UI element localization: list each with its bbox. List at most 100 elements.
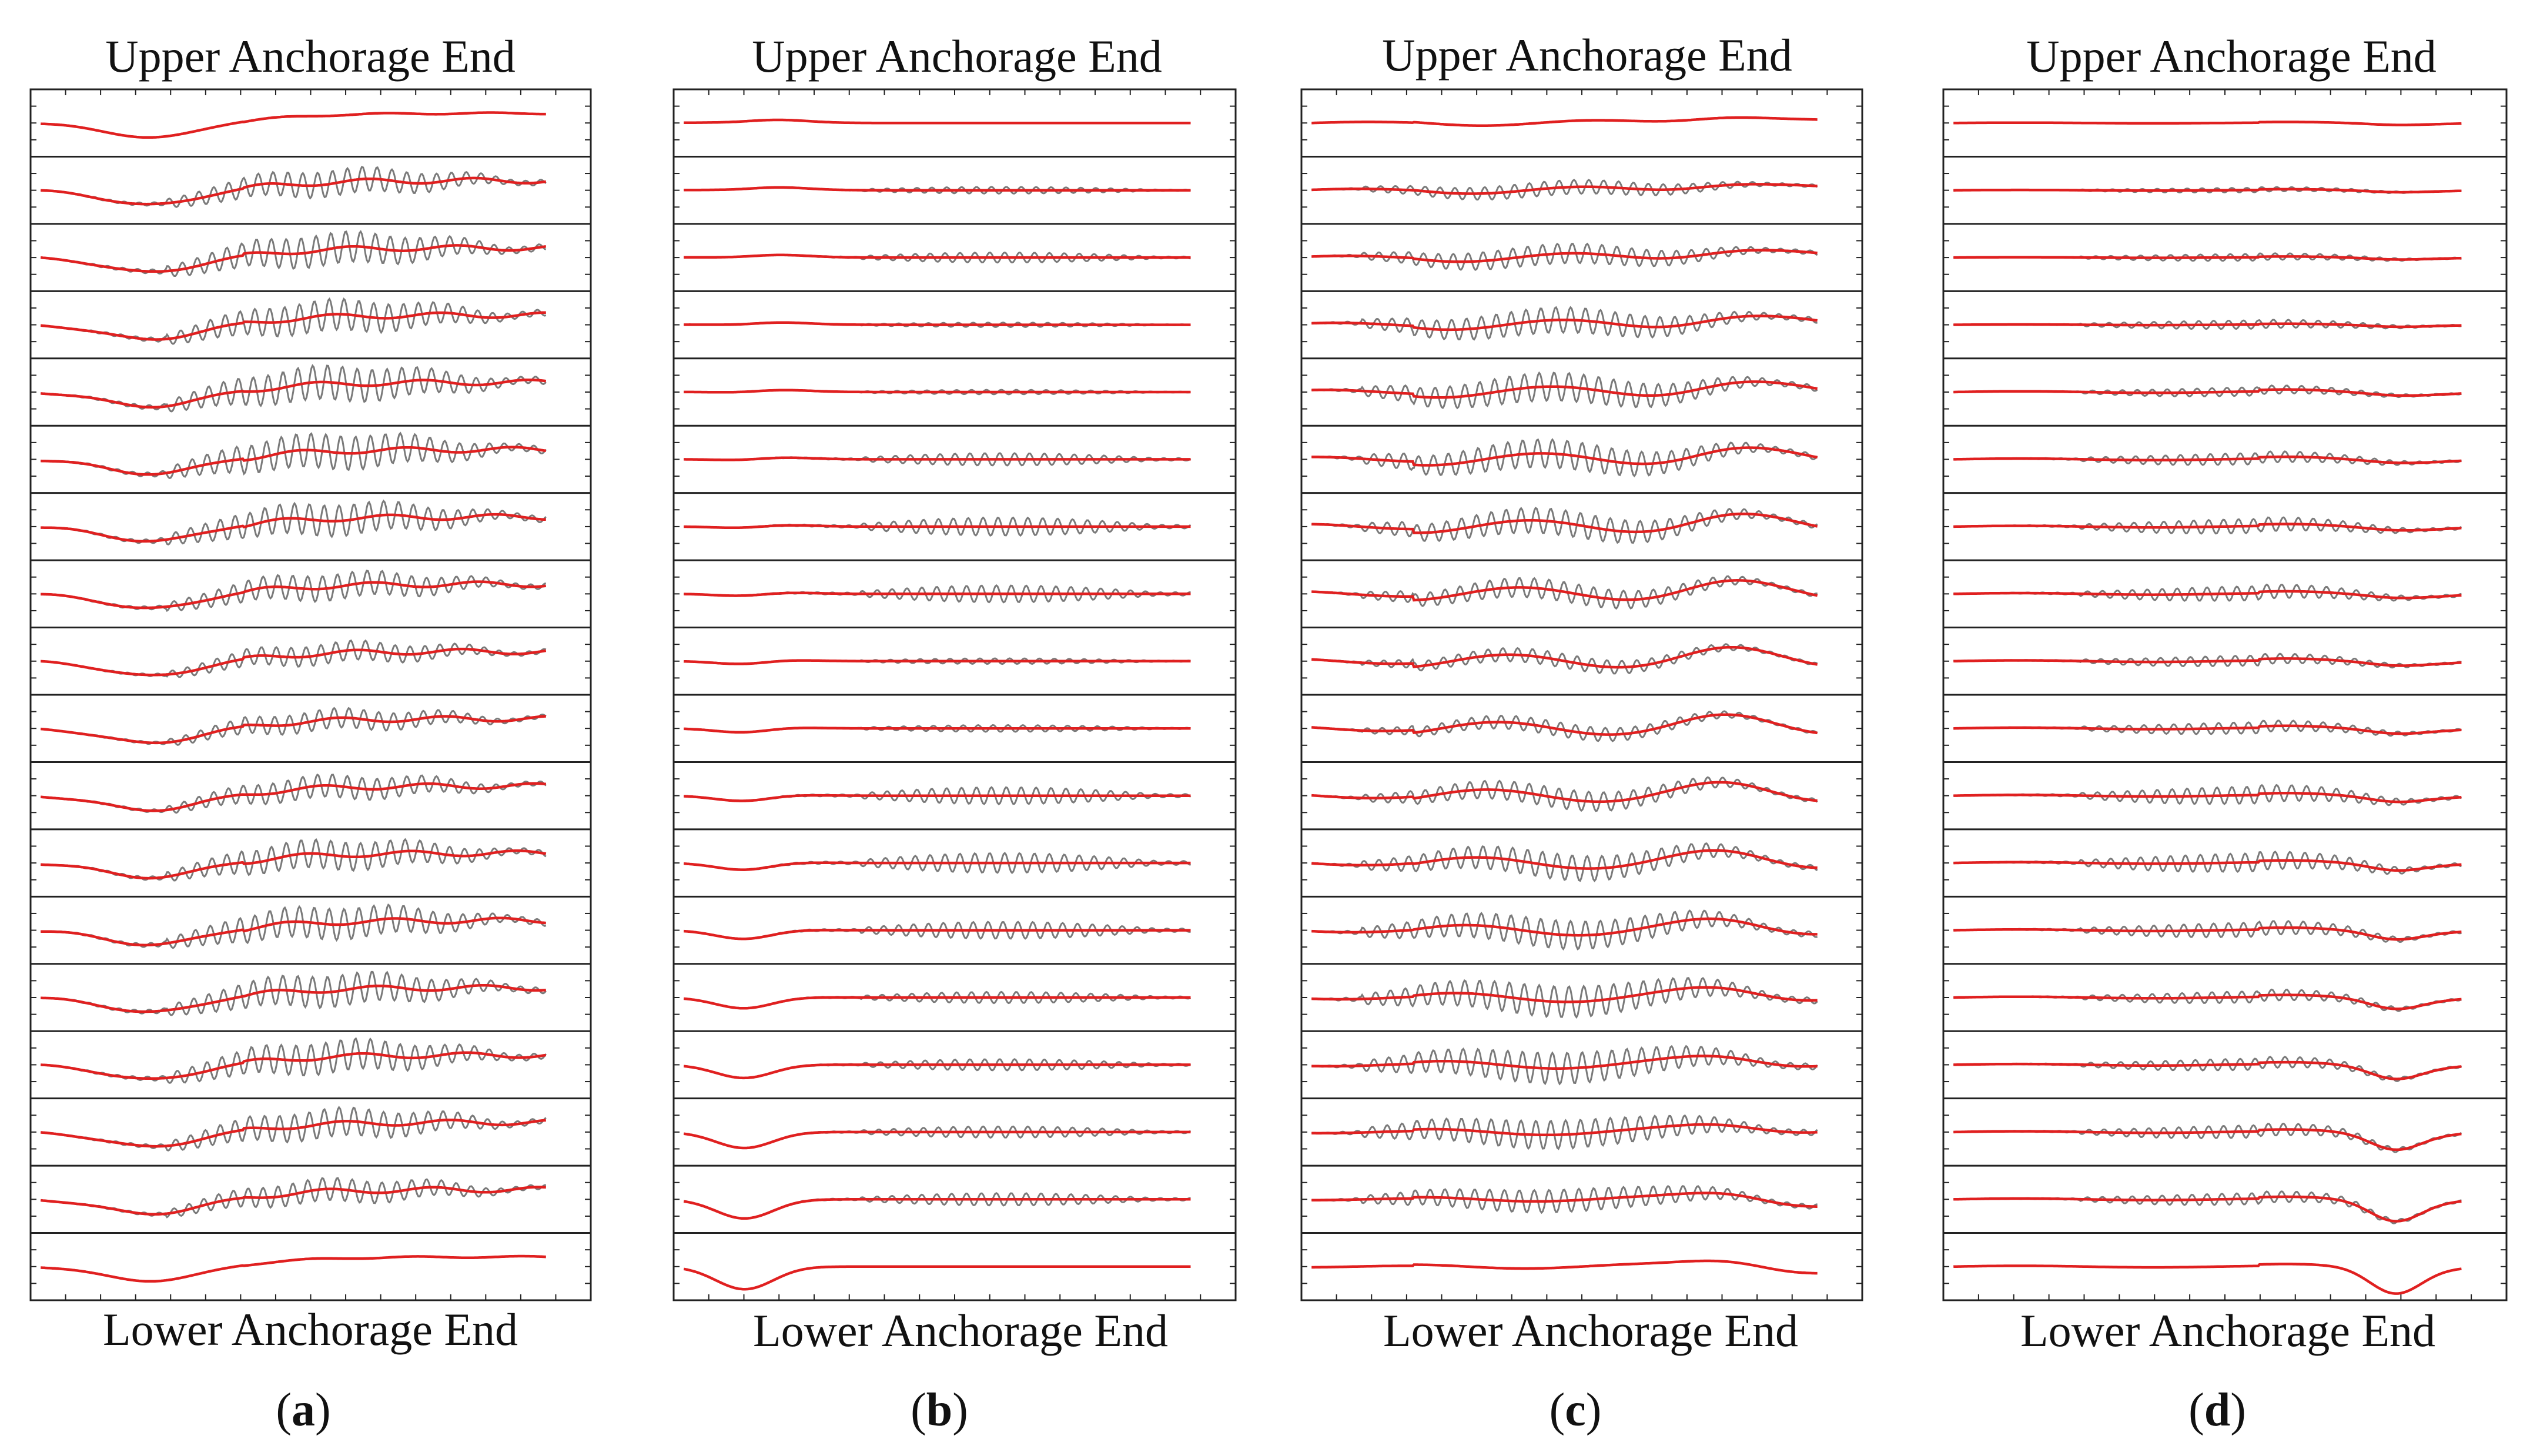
panel-d-label: (d) — [2188, 1384, 2246, 1436]
raw-signal-line — [1311, 371, 1818, 410]
panel-b-bottom-label: Lower Anchorage End — [753, 1305, 1168, 1356]
panel-c-letter: c — [1565, 1384, 1586, 1436]
filtered-signal-line — [684, 929, 1191, 940]
filtered-signal-line — [1953, 255, 2462, 261]
raw-signal-line — [41, 1037, 547, 1084]
filtered-signal-line — [1311, 781, 1818, 804]
panel-b-plot — [672, 88, 1237, 1301]
filtered-signal-line — [684, 186, 1191, 192]
raw-signal-line — [1311, 1184, 1818, 1214]
filtered-signal-line — [41, 983, 547, 1013]
panel-a-letter: a — [292, 1384, 315, 1436]
panel-c-bottom-label: Lower Anchorage End — [1383, 1305, 1798, 1356]
raw-signal-line — [1311, 1045, 1818, 1086]
filtered-signal-line — [1953, 792, 2462, 804]
filtered-signal-line — [1311, 986, 1818, 1003]
filtered-signal-line — [1953, 322, 2462, 329]
filtered-signal-line — [684, 253, 1191, 259]
raw-signal-line — [1311, 842, 1818, 882]
filtered-signal-line — [1953, 1128, 2462, 1152]
filtered-signal-line — [41, 849, 547, 880]
filtered-signal-line — [1953, 1263, 2462, 1295]
filtered-signal-line — [1953, 388, 2462, 397]
panel-c-label: (c) — [1550, 1384, 1602, 1436]
filtered-signal-line — [1953, 523, 2462, 532]
filtered-signal-line — [683, 1265, 1191, 1291]
filtered-signal-line — [1953, 1060, 2462, 1080]
filtered-signal-line — [684, 861, 1191, 871]
filtered-signal-line — [1311, 849, 1818, 870]
filtered-signal-line — [1953, 1195, 2462, 1223]
filtered-signal-line — [41, 580, 547, 610]
filtered-signal-line — [1311, 314, 1818, 332]
filtered-signal-line — [1953, 993, 2462, 1010]
filtered-signal-line — [41, 1254, 546, 1283]
filtered-signal-line — [41, 513, 546, 543]
filtered-signal-line — [683, 996, 1191, 1010]
filtered-signal-line — [683, 1198, 1191, 1220]
filtered-signal-line — [41, 244, 547, 273]
filtered-signal-line — [684, 727, 1191, 734]
filtered-signal-line — [684, 321, 1191, 326]
filtered-signal-line — [1311, 183, 1818, 195]
panel-a-bottom-label: Lower Anchorage End — [103, 1304, 518, 1355]
raw-signal-line — [1311, 242, 1818, 272]
raw-signal-line — [1311, 438, 1818, 478]
filtered-signal-line — [1311, 1191, 1818, 1208]
filtered-signal-line — [1311, 1259, 1818, 1275]
panel-b: Upper Anchorage End Lower Anchorage End … — [672, 31, 1237, 1436]
panel-a-plot — [29, 88, 592, 1301]
panel-c: Upper Anchorage End Lower Anchorage End … — [1300, 29, 1863, 1436]
filtered-signal-line — [1311, 1123, 1818, 1137]
filtered-signal-line — [684, 389, 1191, 394]
panel-d-plot — [1942, 88, 2508, 1301]
panel-c-plot — [1300, 88, 1863, 1301]
filtered-signal-line — [41, 647, 547, 677]
filtered-signal-line — [1311, 1055, 1818, 1070]
filtered-signal-line — [1953, 455, 2462, 464]
filtered-signal-line — [41, 782, 547, 812]
filtered-signal-line — [41, 715, 546, 745]
filtered-signal-line — [1953, 188, 2462, 194]
filtered-signal-line — [41, 111, 546, 139]
filtered-signal-line — [1953, 657, 2462, 667]
filtered-signal-line — [41, 311, 546, 341]
panel-d-bottom-label: Lower Anchorage End — [2020, 1305, 2435, 1356]
filtered-signal-line — [1311, 512, 1818, 534]
filtered-signal-line — [1953, 724, 2462, 735]
panel-d-top-label: Upper Anchorage End — [2026, 31, 2436, 82]
filtered-signal-line — [41, 1051, 547, 1080]
filtered-signal-line — [684, 794, 1191, 802]
filtered-signal-line — [1953, 121, 2462, 126]
filtered-signal-line — [684, 456, 1191, 461]
filtered-signal-line — [1311, 116, 1818, 127]
filtered-signal-line — [1311, 446, 1818, 467]
filtered-signal-line — [684, 524, 1191, 530]
filtered-signal-line — [1311, 579, 1818, 602]
raw-signal-line — [41, 431, 547, 480]
raw-signal-line — [1311, 776, 1818, 812]
raw-signal-line — [1311, 575, 1818, 610]
filtered-signal-line — [1311, 645, 1818, 669]
filtered-signal-line — [683, 1063, 1191, 1080]
filtered-signal-line — [41, 916, 546, 947]
panel-a-label: (a) — [276, 1384, 330, 1436]
filtered-signal-line — [40, 1118, 547, 1148]
filtered-signal-line — [684, 118, 1191, 125]
panel-b-top-label: Upper Anchorage End — [752, 31, 1162, 82]
filtered-signal-line — [40, 1186, 546, 1216]
filtered-signal-line — [1953, 859, 2462, 872]
filtered-signal-line — [1311, 917, 1818, 937]
filtered-signal-line — [683, 1130, 1191, 1150]
panel-a: Upper Anchorage End Lower Anchorage End … — [29, 31, 592, 1436]
panel-d: Upper Anchorage End Lower Anchorage End … — [1942, 31, 2508, 1436]
filtered-signal-line — [1953, 590, 2462, 600]
filtered-signal-line — [1953, 926, 2462, 941]
filtered-signal-line — [41, 176, 547, 206]
filtered-signal-line — [1311, 380, 1818, 399]
panel-b-label: (b) — [911, 1384, 968, 1436]
panel-c-top-label: Upper Anchorage End — [1382, 29, 1792, 81]
filtered-signal-line — [684, 659, 1191, 665]
filtered-signal-line — [41, 446, 547, 476]
